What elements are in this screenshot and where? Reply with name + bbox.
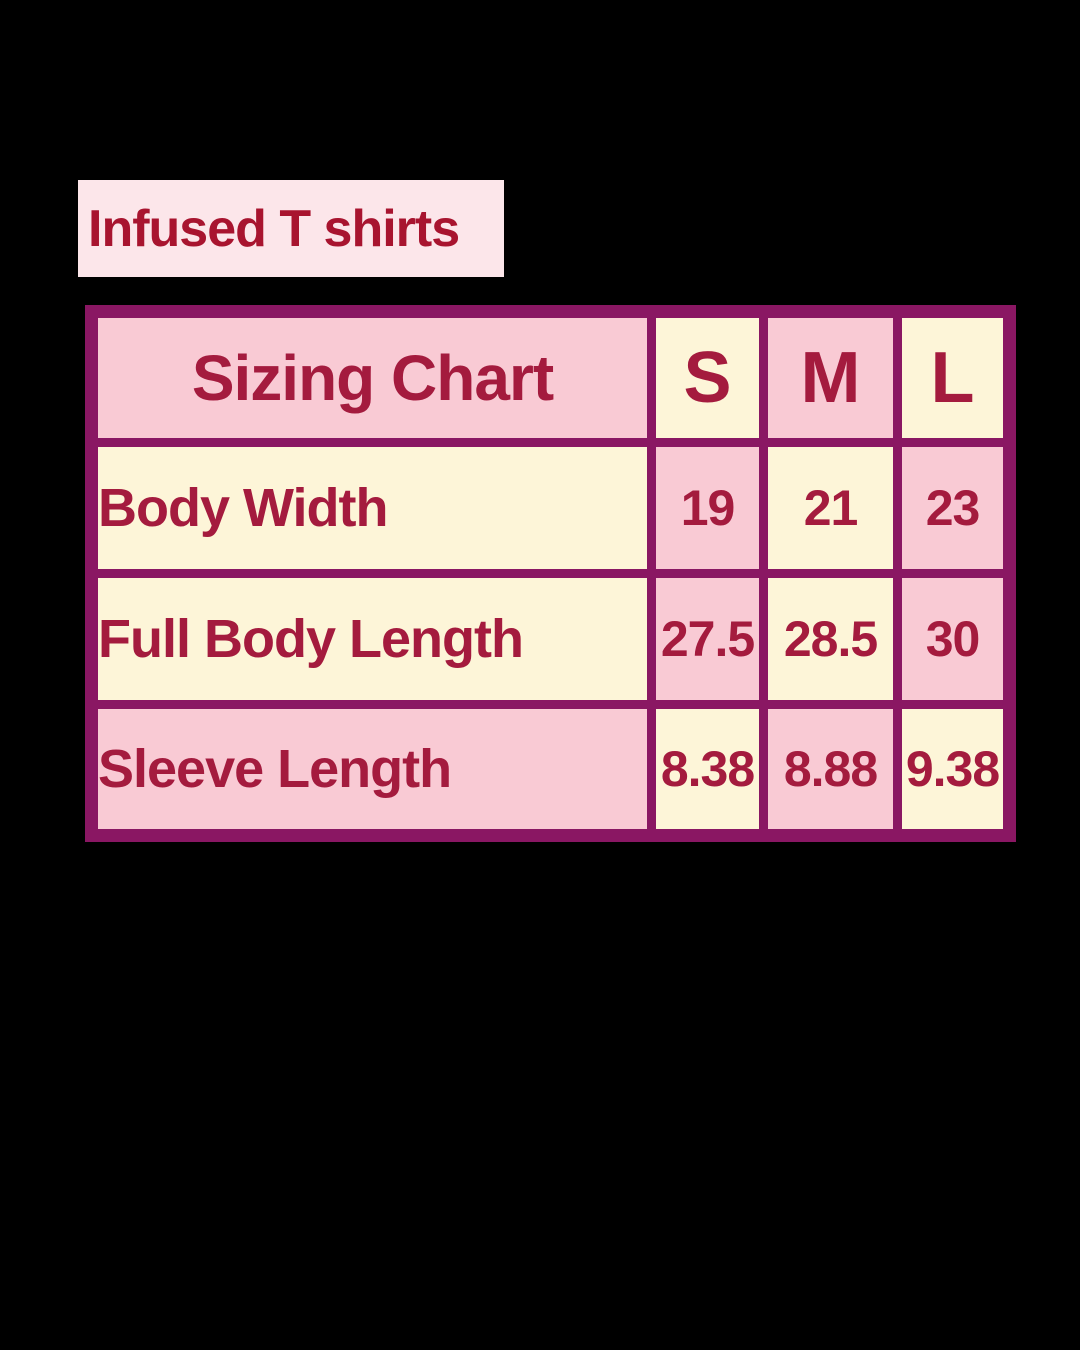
product-title-box: Infused T shirts [78, 180, 504, 277]
sleeve-length-s-value: 8.38 [647, 700, 768, 840]
product-title: Infused T shirts [88, 199, 460, 258]
body-width-s-value: 19 [647, 438, 768, 578]
row-label-full-body-length: Full Body Length [87, 569, 656, 709]
sleeve-length-m-value: 8.88 [759, 700, 902, 840]
header-row: Sizing Chart S M L [87, 307, 1014, 447]
row-label-sleeve-length: Sleeve Length [87, 700, 656, 840]
table-title-cell: Sizing Chart [87, 307, 656, 447]
body-width-l-value: 23 [893, 438, 1014, 578]
table-row-sleeve-length: Sleeve Length 8.38 8.88 9.38 [87, 700, 1014, 840]
table-row-body-width: Body Width 19 21 23 [87, 438, 1014, 578]
full-body-length-s-value: 27.5 [647, 569, 768, 709]
full-body-length-l-value: 30 [893, 569, 1014, 709]
full-body-length-m-value: 28.5 [759, 569, 902, 709]
column-header-s: S [647, 307, 768, 447]
table-row-full-body-length: Full Body Length 27.5 28.5 30 [87, 569, 1014, 709]
sizing-table: Sizing Chart S M L Body Width 19 21 23 F… [85, 305, 1016, 842]
row-label-body-width: Body Width [87, 438, 656, 578]
sleeve-length-l-value: 9.38 [893, 700, 1014, 840]
body-width-m-value: 21 [759, 438, 902, 578]
column-header-l: L [893, 307, 1014, 447]
column-header-m: M [759, 307, 902, 447]
